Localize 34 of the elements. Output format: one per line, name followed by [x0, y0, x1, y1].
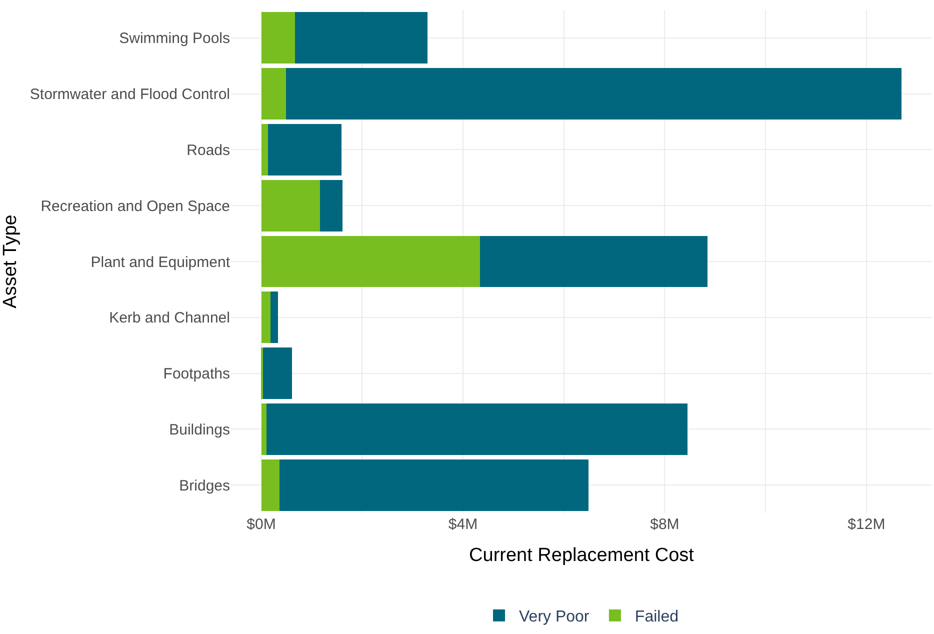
bar: [261, 124, 268, 176]
bar: [261, 180, 320, 232]
y-tick-label: Stormwater and Flood Control: [30, 86, 230, 104]
bar: [261, 292, 270, 344]
bar: [261, 236, 480, 288]
bar: [266, 403, 688, 455]
y-axis-title: Asset Type: [0, 214, 21, 308]
bar: [320, 180, 342, 232]
x-tick-label: $8M: [650, 516, 680, 533]
y-tick-label: Plant and Equipment: [90, 254, 231, 271]
y-tick-label: Roads: [186, 142, 230, 159]
x-tick-label: $12M: [848, 516, 886, 533]
y-tick-label: Recreation and Open Space: [40, 198, 230, 215]
y-tick-label: Swimming Pools: [119, 30, 230, 48]
bar: [286, 68, 902, 120]
bar: [262, 348, 292, 399]
x-tick-label: $0M: [246, 516, 276, 533]
y-tick-label: Footpaths: [163, 366, 230, 383]
bar: [480, 236, 708, 288]
bar: [261, 459, 280, 511]
x-tick-label: $4M: [448, 516, 478, 533]
legend-label: Failed: [634, 608, 679, 626]
bar: [268, 124, 342, 176]
bar: [261, 68, 286, 120]
x-axis-title: Current Replacement Cost: [469, 544, 695, 566]
y-tick-label: Buildings: [169, 421, 230, 438]
bar: [279, 459, 589, 511]
y-tick-label: Kerb and Channel: [109, 310, 230, 327]
bar: [261, 12, 296, 64]
bar: [261, 403, 266, 455]
legend-label: Very Poor: [519, 608, 590, 626]
y-tick-label: Bridges: [179, 477, 230, 494]
bar: [270, 292, 278, 344]
bar: [295, 12, 428, 64]
